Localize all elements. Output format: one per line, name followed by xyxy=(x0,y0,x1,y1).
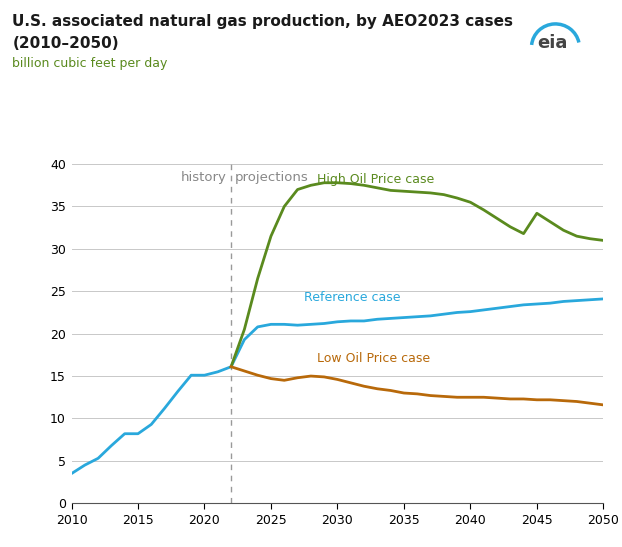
Text: U.S. associated natural gas production, by AEO2023 cases: U.S. associated natural gas production, … xyxy=(12,14,513,28)
Text: eia: eia xyxy=(537,34,568,53)
Text: Reference case: Reference case xyxy=(304,291,401,304)
Text: billion cubic feet per day: billion cubic feet per day xyxy=(12,57,168,71)
Text: (2010–2050): (2010–2050) xyxy=(12,36,119,50)
Text: projections: projections xyxy=(235,171,309,184)
Text: Low Oil Price case: Low Oil Price case xyxy=(317,352,430,365)
Text: High Oil Price case: High Oil Price case xyxy=(317,173,435,185)
Text: history: history xyxy=(181,171,227,184)
